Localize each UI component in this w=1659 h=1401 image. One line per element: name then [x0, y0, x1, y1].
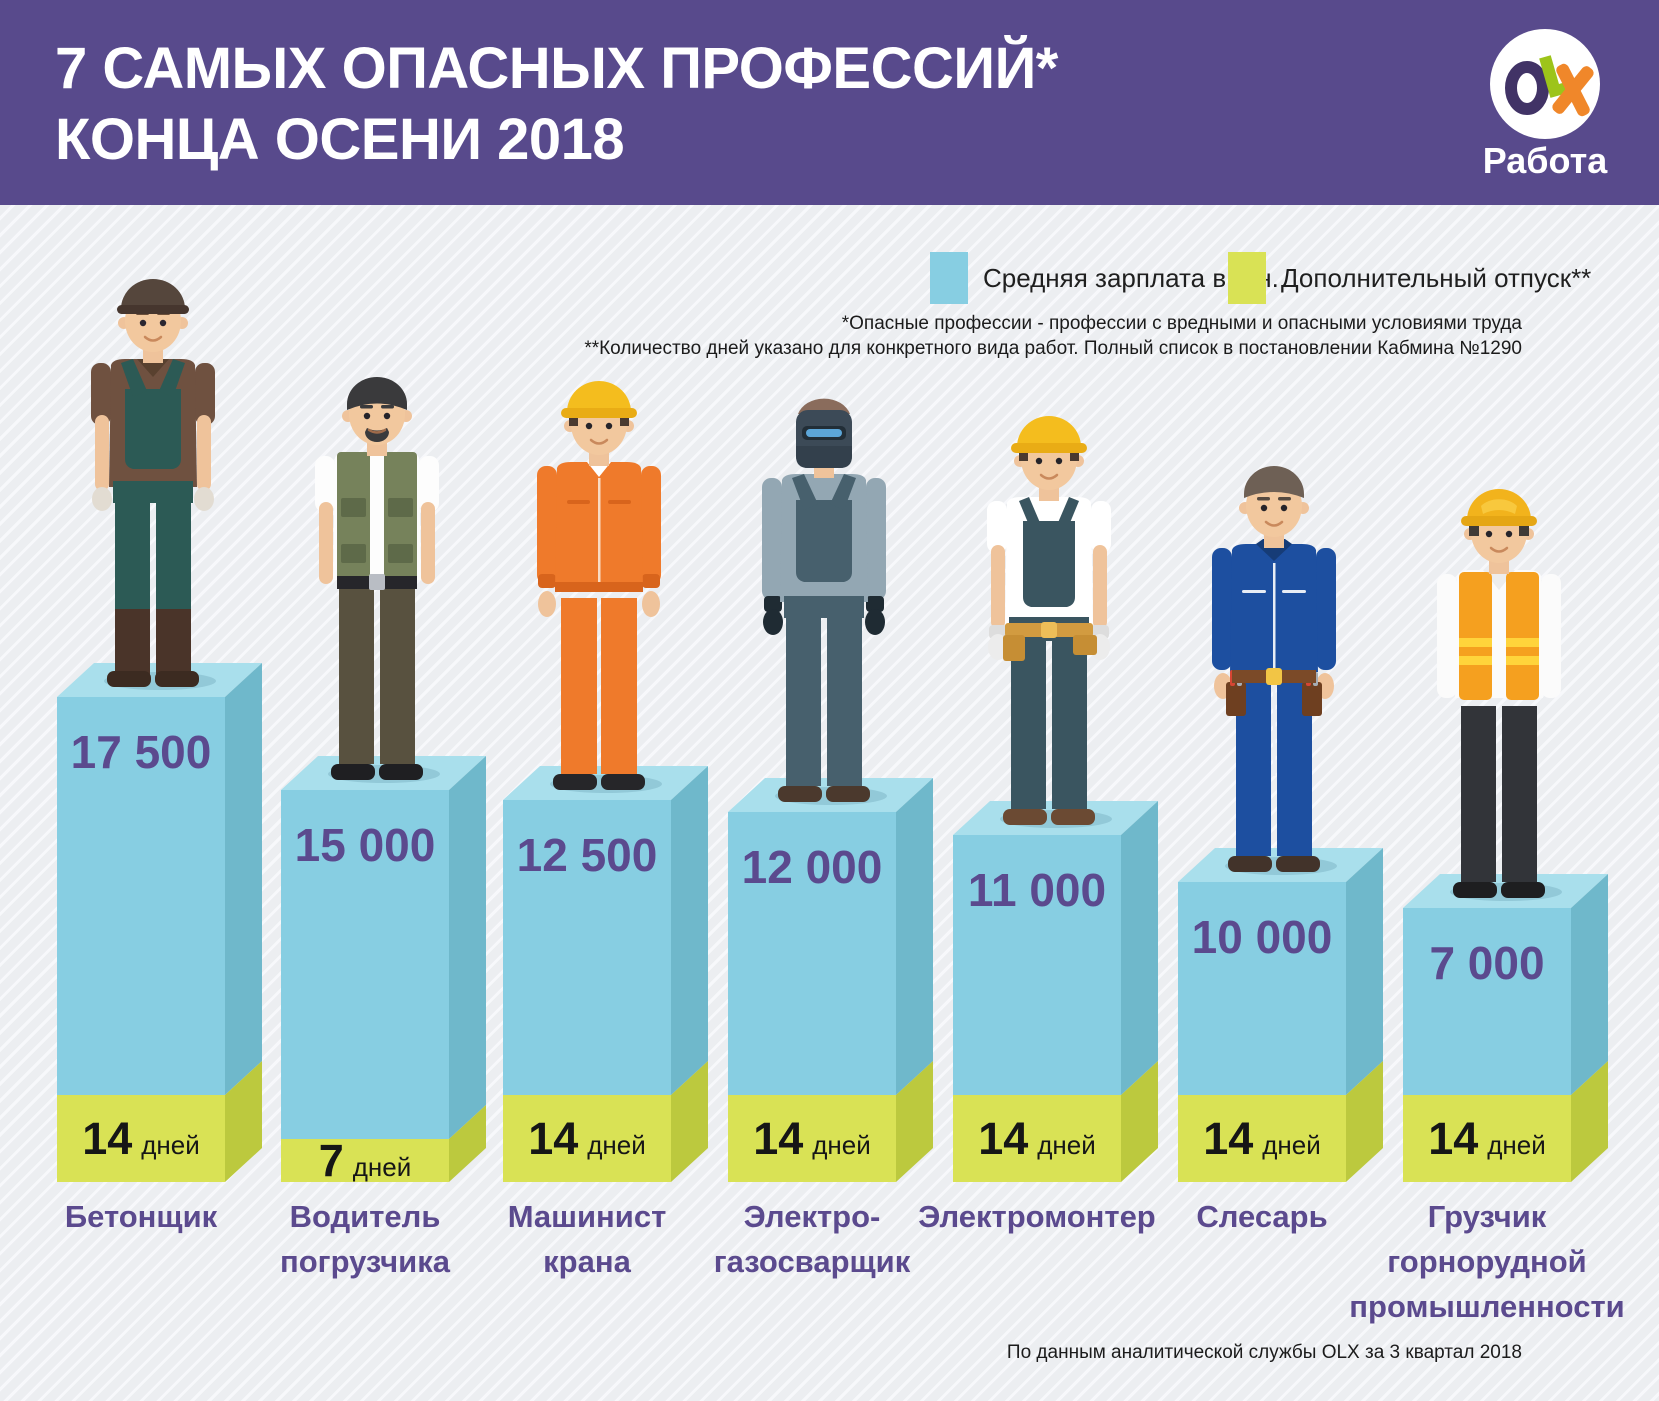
profession-label-betonshchik: Бетонщик [64, 1199, 218, 1234]
title-line-1: 7 САМЫХ ОПАСНЫХ ПРОФЕССИЙ* [55, 36, 1058, 101]
days-word: дней [587, 1129, 646, 1160]
bar-betonshchik: 17 500 14 дней [57, 663, 262, 1182]
bar-slesar: 10 000 14 дней [1178, 848, 1383, 1182]
footnote-1: *Опасные профессии - профессии с вредным… [841, 313, 1522, 334]
profession-label-gruzchik: Грузчик горнорудной промышленности [1349, 1199, 1625, 1324]
vacation-days: 14 дней [728, 1095, 896, 1182]
days-word: дней [141, 1129, 200, 1160]
bar-elektrogazosvarshchik: 12 000 14 дней [728, 778, 933, 1182]
legend-swatch-salary [930, 252, 968, 304]
legend-item-salary: Средняя зарплата в грн. [930, 252, 1279, 304]
footnotes: *Опасные профессии - профессии с вредным… [584, 311, 1522, 361]
worker-voditel-illustration [315, 377, 439, 780]
bar-voditel-pogruzchika: 15 000 7 дней [281, 756, 486, 1186]
legend-swatch-vacation [1228, 252, 1266, 304]
profession-label-slesar: Слесарь [1196, 1199, 1328, 1234]
salary-value: 17 500 [70, 726, 212, 778]
days-number: 14 [753, 1112, 804, 1164]
worker-gruzchik-illustration [1437, 489, 1561, 898]
vacation-days: 7 дней [281, 1135, 449, 1186]
worker-betonshchik-illustration [91, 279, 215, 687]
days-number: 14 [528, 1112, 579, 1164]
page-title: 7 САМЫХ ОПАСНЫХ ПРОФЕССИЙ* КОНЦА ОСЕНИ 2… [55, 33, 1058, 175]
vacation-days: 14 дней [1178, 1095, 1346, 1182]
days-number: 14 [1203, 1112, 1254, 1164]
bar-box-3d [1178, 848, 1383, 1182]
bar-box-3d [953, 801, 1158, 1182]
profession-label-mashinist: Машинист крана [507, 1199, 667, 1279]
bar-box-3d [728, 778, 933, 1182]
title-line-2: КОНЦА ОСЕНИ 2018 [55, 107, 625, 172]
data-source-note: По данным аналитической службы OLX за 3 … [1006, 1342, 1522, 1363]
profession-label-elektromonter: Электромонтер [918, 1199, 1156, 1234]
logo-caption: Работа [1482, 140, 1608, 181]
bar-gruzchik: 7 000 14 дней [1403, 874, 1608, 1182]
bar-box-3d [57, 663, 262, 1182]
salary-value: 15 000 [294, 819, 436, 871]
days-word: дней [1487, 1129, 1546, 1160]
bar-elektromonter: 11 000 14 дней [953, 801, 1158, 1182]
bar-box-3d [281, 756, 486, 1182]
vacation-days: 14 дней [1403, 1095, 1571, 1182]
bar-mashinist-krana: 12 500 14 дней [503, 766, 708, 1182]
salary-value: 10 000 [1191, 911, 1333, 963]
days-number: 7 [318, 1134, 344, 1186]
days-number: 14 [82, 1112, 133, 1164]
vacation-days: 14 дней [503, 1095, 671, 1182]
legend-item-vacation: Дополнительный отпуск** [1228, 252, 1591, 304]
salary-value: 7 000 [1429, 937, 1545, 989]
worker-elektromonter-illustration [987, 416, 1111, 825]
salary-value: 11 000 [967, 864, 1107, 916]
days-number: 14 [1428, 1112, 1479, 1164]
footnote-2: **Количество дней указано для конкретног… [584, 338, 1522, 359]
days-word: дней [1037, 1129, 1096, 1160]
days-word: дней [812, 1129, 871, 1160]
olx-logo-icon [1490, 29, 1600, 139]
header-band: 7 САМЫХ ОПАСНЫХ ПРОФЕССИЙ* КОНЦА ОСЕНИ 2… [0, 0, 1659, 205]
worker-svarshchik-illustration [762, 398, 886, 802]
vacation-days: 14 дней [57, 1095, 225, 1182]
salary-value: 12 000 [741, 841, 883, 893]
salary-value: 12 500 [516, 829, 658, 881]
worker-slesar-illustration [1212, 466, 1336, 872]
days-number: 14 [978, 1112, 1029, 1164]
legend-label-vacation: Дополнительный отпуск** [1281, 263, 1592, 293]
days-word: дней [352, 1151, 412, 1182]
days-word: дней [1262, 1129, 1321, 1160]
profession-label-svarshchik: Электро-газосварщик [713, 1199, 911, 1279]
worker-mashinist-illustration [537, 381, 661, 790]
profession-label-voditel: Водитель погрузчика [280, 1199, 450, 1279]
vacation-days: 14 дней [953, 1095, 1121, 1182]
